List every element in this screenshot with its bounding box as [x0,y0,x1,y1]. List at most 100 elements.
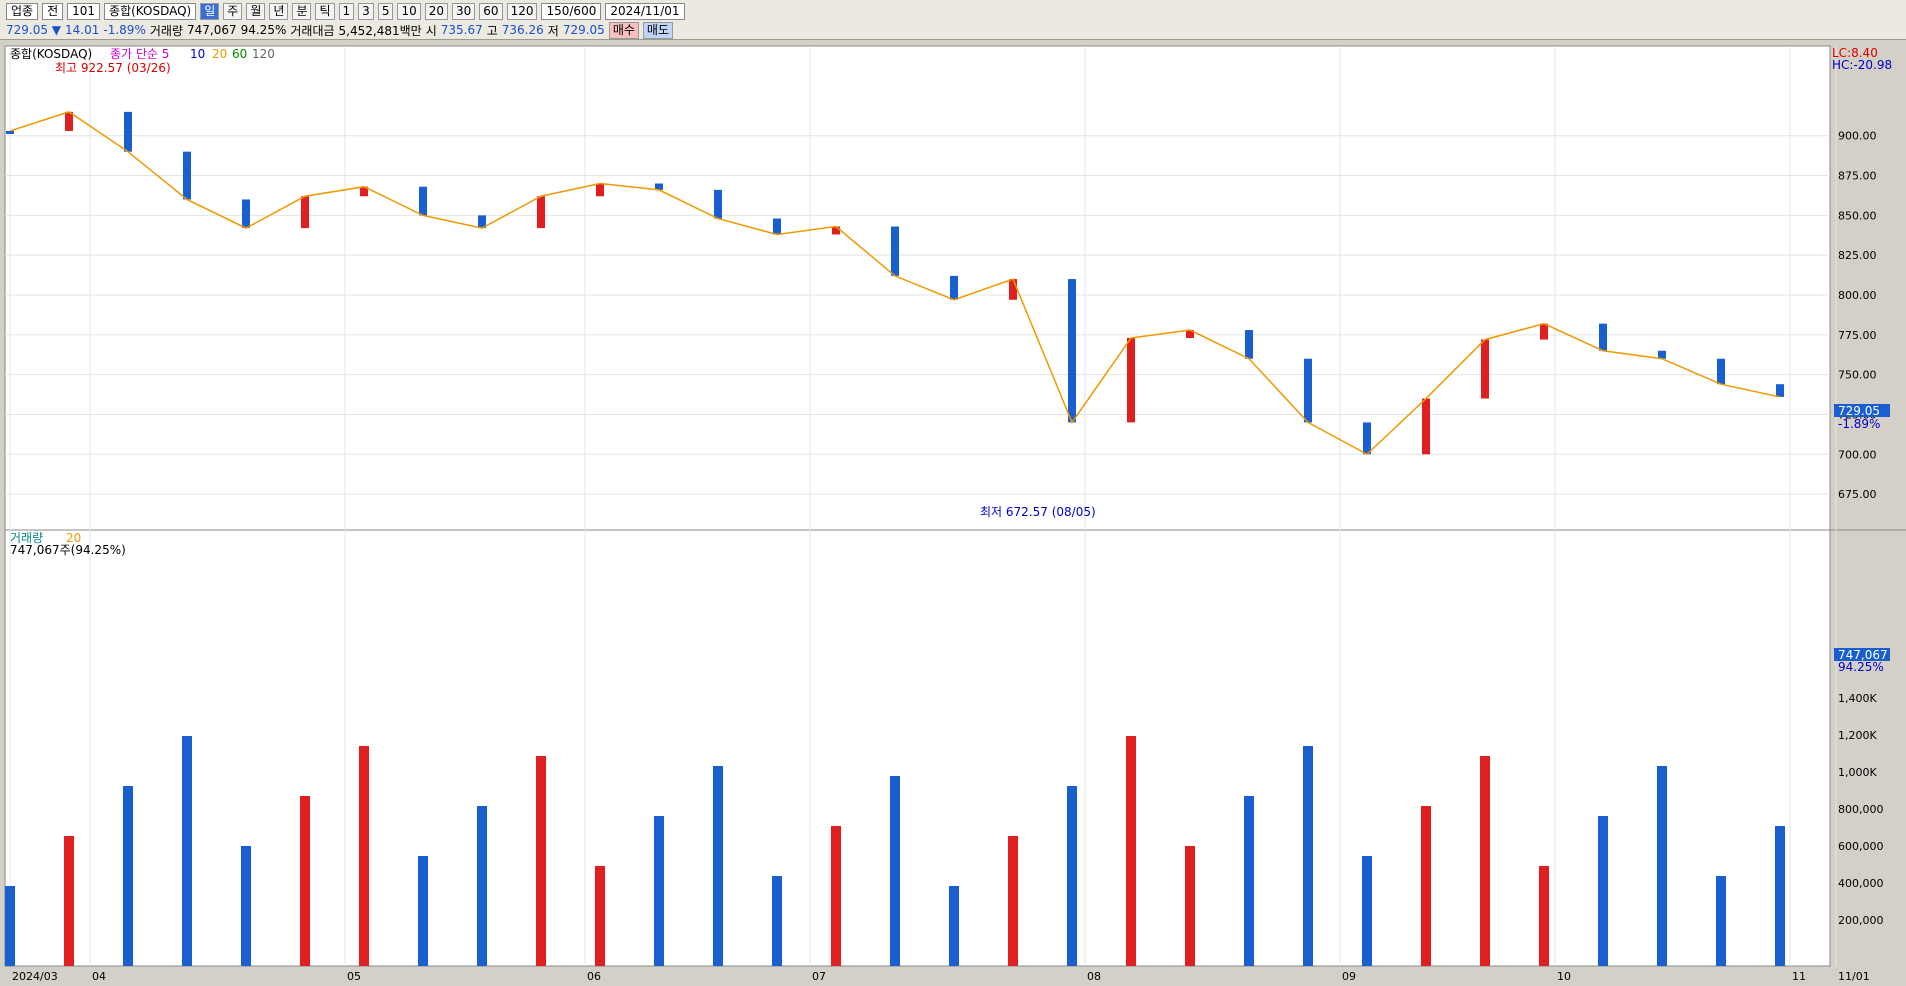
chart-title: 종합(KOSDAQ) [10,47,92,61]
candle [1304,358,1312,423]
volume-bar [241,846,251,966]
count-input[interactable]: 150/600 [541,2,602,20]
min-60[interactable]: 60 [479,2,503,20]
vol-tick-label: 800,000 [1838,803,1884,816]
min-30[interactable]: 30 [452,2,476,20]
vol-label: 거래량 [149,23,183,38]
volume-bar [64,836,74,966]
volume-bar [1775,826,1785,966]
buy-button[interactable]: 매수 [608,21,639,39]
volume-bar [1421,806,1431,966]
vol: 747,067 [186,23,237,37]
volume-bar [1716,876,1726,966]
vol-tick-label: 1,400K [1838,692,1877,705]
x-tick-label: 10 [1557,970,1571,983]
x-tick-label: 09 [1342,970,1356,983]
tab-month[interactable]: 월 [246,2,266,20]
candle [242,199,250,229]
change: 14.01 [65,23,100,37]
candle [1186,330,1194,338]
volume-bar [5,886,15,966]
candle [1717,358,1725,385]
chart-area: 675.00700.00725.00750.00775.00800.00825.… [4,45,1906,983]
candle [950,275,958,300]
candle [1658,350,1666,359]
candle [891,226,899,276]
min-120[interactable]: 120 [506,2,538,20]
ma-line [9,111,1781,456]
candle [1540,323,1548,340]
tab-minute[interactable]: 분 [292,2,312,20]
volume-bar [1008,836,1018,966]
open: 735.67 [440,23,483,37]
volume-bar [477,806,487,966]
vol-tick-label: 400,000 [1838,877,1884,890]
candle [596,183,604,197]
candle [301,196,309,229]
price: 729.05 ▼ [6,23,62,37]
volume-bar [1362,856,1372,966]
tab-day[interactable]: 일 [200,2,220,20]
index-name: 종합(KOSDAQ) [104,2,197,20]
date-input[interactable]: 2024/11/01 [605,2,685,20]
tab-year[interactable]: 년 [269,2,289,20]
legend-120: 120 [252,47,275,61]
mode-select[interactable]: 전 [42,2,64,20]
vol-tick-label: 600,000 [1838,840,1884,853]
candle [124,111,132,152]
x-tick-label: 11/01 [1838,970,1870,983]
volume-bar [713,766,723,966]
x-tick-label: 06 [587,970,601,983]
volume-bar [418,856,428,966]
vol-last: 747,067 [1838,648,1888,662]
candle [65,111,73,131]
min-10[interactable]: 10 [397,2,421,20]
high-label: 고 [486,23,498,38]
vol-tick-label: 1,000K [1838,766,1877,779]
sell-button[interactable]: 매도 [642,21,674,39]
candle [6,130,14,134]
min-5[interactable]: 5 [377,2,394,20]
candle [1599,323,1607,351]
min-3[interactable]: 3 [358,2,374,20]
volume-bar [1303,746,1313,966]
sector-select[interactable]: 업종 [6,2,39,20]
candle [183,151,191,200]
low: 729.05 [562,23,605,37]
candle [773,218,781,235]
vol-last-box [1834,648,1890,661]
code-input[interactable]: 101 [67,2,101,20]
vol-pct: 94.25% [240,23,287,37]
vol-title: 거래량 [10,531,43,545]
candle [1127,338,1135,423]
volume-bar [1539,866,1549,966]
last-pct: -1.89% [1838,417,1880,431]
high-note: 최고 922.57 (03/26) [55,61,171,75]
legend-10: 10 [190,47,205,61]
candle [655,183,663,190]
y-tick-label: 825.00 [1838,249,1877,262]
y-tick-label: 675.00 [1838,488,1877,501]
x-tick-label: 04 [92,970,106,983]
min-20[interactable]: 20 [424,2,449,20]
y-tick-label: 800.00 [1838,289,1877,302]
legend-20: 20 [212,47,227,61]
tab-tick[interactable]: 틱 [315,2,335,20]
candle [1009,279,1017,300]
x-tick-label: 07 [812,970,826,983]
candle [1068,279,1076,423]
last-price: 729.05 [1838,404,1880,418]
volume-bar [1598,816,1608,966]
x-tick-label: 08 [1087,970,1101,983]
y-tick-label: 875.00 [1838,170,1877,183]
volume-bar [1185,846,1195,966]
high: 736.26 [501,23,544,37]
y-tick-label: 850.00 [1838,209,1877,222]
volume-bar [182,736,192,966]
vol-last-pct: 94.25% [1838,660,1884,674]
min-1[interactable]: 1 [338,2,355,20]
candle [537,196,545,229]
candle [1481,339,1489,399]
tab-week[interactable]: 주 [223,2,243,20]
x-tick-label: 11 [1792,970,1806,983]
